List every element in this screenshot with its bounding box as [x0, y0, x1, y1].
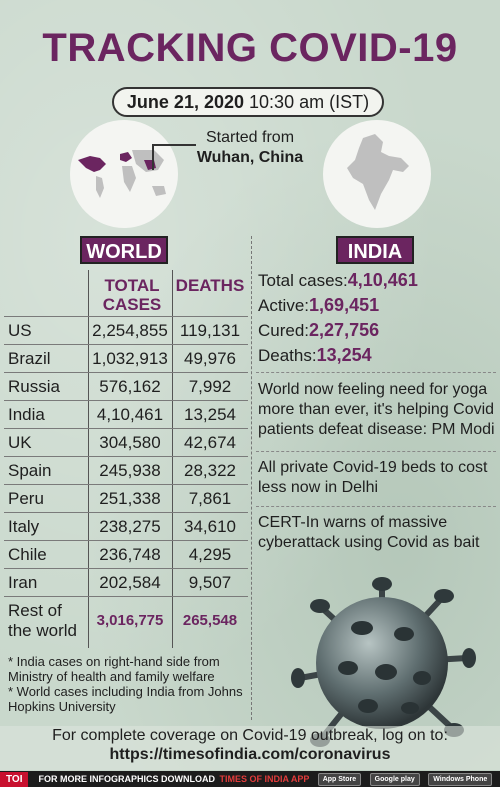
deaths-cell: 119,131	[172, 316, 248, 345]
cases-cell: 304,580	[88, 428, 172, 457]
rest-label-line2: the world	[8, 620, 77, 640]
deaths-cell: 42,674	[172, 428, 248, 457]
google-play-badge[interactable]: Google play	[369, 773, 420, 787]
india-deaths-label: Deaths:	[258, 346, 317, 365]
news-headline[interactable]: World now feeling need for yoga more tha…	[258, 381, 495, 438]
promo-app[interactable]: TIMES OF INDIA APP	[219, 774, 310, 784]
india-total-value: 4,10,461	[347, 270, 418, 290]
promo-strip: TOI FOR MORE INFOGRAPHICS DOWNLOAD TIMES …	[0, 771, 500, 787]
india-active-value: 1,69,451	[309, 295, 380, 315]
country-cell: UK	[4, 428, 88, 457]
table-row: UK 304,580 42,674	[4, 428, 248, 457]
country-cell: Russia	[4, 372, 88, 401]
table-row-rest: Rest of the world 3,016,775 265,548	[4, 596, 248, 645]
table-row: Iran 202,584 9,507	[4, 568, 248, 597]
india-total: Total cases:4,10,461	[258, 268, 498, 293]
cases-cell: 4,10,461	[88, 400, 172, 429]
header-deaths: DEATHS	[175, 276, 245, 295]
rest-deaths: 265,548	[172, 596, 248, 645]
country-cell: Brazil	[4, 344, 88, 373]
date-badge: June 21, 2020 10:30 am (IST)	[112, 87, 384, 117]
country-cell: Peru	[4, 484, 88, 513]
country-cell: Iran	[4, 568, 88, 597]
world-map-icon	[70, 120, 178, 228]
date-text: June 21, 2020	[126, 92, 245, 112]
india-tab: INDIA	[336, 236, 414, 264]
table-row: Spain 245,938 28,322	[4, 456, 248, 485]
country-cell: Italy	[4, 512, 88, 541]
deaths-cell: 13,254	[172, 400, 248, 429]
deaths-cell: 9,507	[172, 568, 248, 597]
footnote: * World cases including India from Johns…	[8, 684, 243, 714]
country-cell: Spain	[4, 456, 88, 485]
column-divider	[251, 236, 252, 720]
news-divider	[256, 372, 496, 373]
coronavirus-illustration	[291, 577, 476, 747]
origin-city: Wuhan, China	[196, 149, 304, 166]
india-active: Active:1,69,451	[258, 293, 498, 318]
toi-logo: TOI	[0, 772, 29, 787]
header-cases-line1: TOTAL	[104, 276, 160, 295]
rest-label: Rest of the world	[4, 596, 88, 645]
deaths-cell: 7,992	[172, 372, 248, 401]
cases-cell: 251,338	[88, 484, 172, 513]
country-cell: India	[4, 400, 88, 429]
table-row: Brazil 1,032,913 49,976	[4, 344, 248, 373]
footnotes: * India cases on right-hand side from Mi…	[8, 654, 248, 714]
footer-link[interactable]: https://timesofindia.com/coronavirus	[109, 746, 391, 763]
time-text: 10:30 am (IST)	[249, 92, 370, 112]
india-total-label: Total cases:	[258, 271, 348, 290]
table-row: Chile 236,748 4,295	[4, 540, 248, 569]
deaths-cell: 28,322	[172, 456, 248, 485]
page-title: TRACKING COVID-19	[42, 26, 458, 70]
footer: For complete coverage on Covid-19 outbre…	[0, 726, 500, 770]
footnote: * India cases on right-hand side from Mi…	[8, 654, 220, 684]
world-tab: WORLD	[80, 236, 168, 264]
news-headline[interactable]: All private Covid-19 beds to cost less n…	[258, 459, 488, 496]
rest-label-line1: Rest of	[8, 600, 62, 620]
windows-phone-badge[interactable]: Windows Phone	[428, 773, 493, 787]
cases-cell: 576,162	[88, 372, 172, 401]
news-headline[interactable]: CERT-In warns of massive cyberattack usi…	[258, 514, 480, 551]
country-cell: Chile	[4, 540, 88, 569]
india-stats: Total cases:4,10,461 Active:1,69,451 Cur…	[258, 268, 498, 368]
cases-cell: 2,254,855	[88, 316, 172, 345]
pointer-line-horizontal	[152, 144, 196, 146]
deaths-cell: 7,861	[172, 484, 248, 513]
deaths-cell: 4,295	[172, 540, 248, 569]
cases-cell: 202,584	[88, 568, 172, 597]
country-cell: US	[4, 316, 88, 345]
cases-cell: 236,748	[88, 540, 172, 569]
table-row: Peru 251,338 7,861	[4, 484, 248, 513]
table-row: India 4,10,461 13,254	[4, 400, 248, 429]
table-row: US 2,254,855 119,131	[4, 316, 248, 345]
india-deaths: Deaths:13,254	[258, 343, 498, 368]
news-divider	[256, 451, 496, 452]
cases-cell: 238,275	[88, 512, 172, 541]
origin-label: Started from Wuhan, China	[185, 128, 315, 168]
india-map-icon	[323, 120, 431, 228]
india-active-label: Active:	[258, 296, 310, 315]
deaths-cell: 34,610	[172, 512, 248, 541]
origin-line: Started from	[205, 129, 295, 146]
table-row: Italy 238,275 34,610	[4, 512, 248, 541]
deaths-cell: 49,976	[172, 344, 248, 373]
table-row: Russia 576,162 7,992	[4, 372, 248, 401]
header-total-cases: TOTAL CASES	[92, 276, 172, 314]
india-cured-label: Cured:	[258, 321, 310, 340]
world-table: US 2,254,855 119,131 Brazil 1,032,913 49,976 R…	[4, 316, 248, 645]
header-cases-line2: CASES	[102, 295, 162, 314]
app-store-badge[interactable]: App Store	[317, 773, 362, 787]
promo-text: FOR MORE INFOGRAPHICS DOWNLOAD	[38, 774, 215, 784]
india-deaths-value: 13,254	[316, 345, 372, 365]
india-cured-value: 2,27,756	[309, 320, 380, 340]
footer-text: For complete coverage on Covid-19 outbre…	[52, 727, 448, 744]
rest-cases: 3,016,775	[88, 596, 172, 645]
cases-cell: 1,032,913	[88, 344, 172, 373]
cases-cell: 245,938	[88, 456, 172, 485]
news-divider	[256, 506, 496, 507]
india-cured: Cured:2,27,756	[258, 318, 498, 343]
pointer-line	[152, 144, 154, 170]
